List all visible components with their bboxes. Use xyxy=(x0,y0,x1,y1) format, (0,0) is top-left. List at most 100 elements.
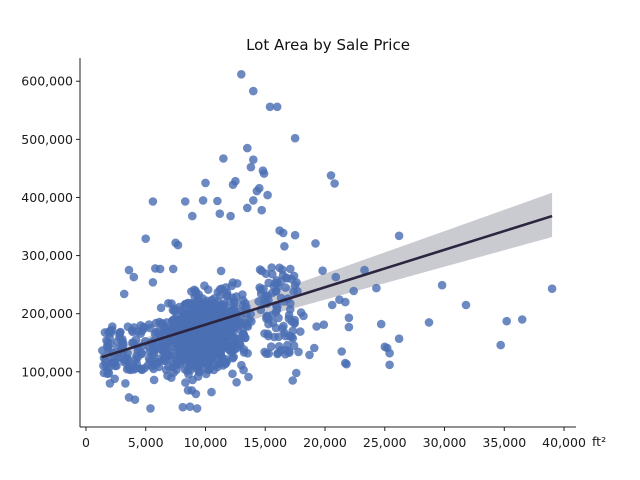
data-point xyxy=(153,359,162,368)
data-point xyxy=(344,313,354,323)
data-point xyxy=(187,355,197,365)
data-point xyxy=(312,322,321,331)
data-point xyxy=(249,196,258,205)
data-point xyxy=(116,327,125,337)
data-point xyxy=(547,284,557,294)
data-point xyxy=(294,347,303,357)
x-ticks: 0 5,000 10,000 15,000 20,000 25,000 30,000 35,0… xyxy=(82,427,586,450)
x-tick-label: 35,000 xyxy=(482,435,526,450)
data-point xyxy=(263,190,272,200)
data-point xyxy=(137,365,147,375)
data-point xyxy=(385,348,394,358)
data-point xyxy=(260,347,269,357)
data-point xyxy=(257,266,267,276)
data-point xyxy=(182,346,192,356)
x-tick-label: 30,000 xyxy=(423,435,467,450)
data-point xyxy=(330,179,339,188)
data-point xyxy=(278,228,288,238)
data-point xyxy=(187,313,197,323)
y-tick-label: 200,000 xyxy=(21,306,73,321)
data-point xyxy=(283,340,292,350)
data-point xyxy=(327,300,337,310)
data-point xyxy=(145,323,155,333)
data-point xyxy=(189,362,199,371)
data-point xyxy=(172,309,181,318)
data-point xyxy=(394,334,404,344)
y-tick-label: 600,000 xyxy=(21,74,73,89)
data-point xyxy=(331,272,341,282)
data-point xyxy=(183,386,193,395)
data-point xyxy=(267,263,277,272)
data-point xyxy=(265,102,275,112)
data-point xyxy=(244,315,254,325)
data-point xyxy=(155,264,165,274)
data-point xyxy=(263,329,273,339)
data-point xyxy=(273,282,283,292)
data-point xyxy=(517,315,527,324)
data-point xyxy=(286,299,295,308)
data-point xyxy=(232,292,241,301)
data-point xyxy=(172,359,182,369)
x-tick-label: 40,000 xyxy=(542,435,586,450)
data-point xyxy=(145,356,155,366)
data-point xyxy=(288,376,298,385)
data-point xyxy=(205,328,215,338)
x-axis-unit: ft² xyxy=(592,434,606,449)
y-tick-label: 100,000 xyxy=(21,364,73,379)
data-point xyxy=(160,352,170,362)
data-point xyxy=(228,180,238,189)
y-tick-label: 500,000 xyxy=(21,132,73,147)
data-point xyxy=(196,342,205,351)
data-point xyxy=(163,371,172,381)
data-point xyxy=(198,300,208,309)
data-point xyxy=(319,320,329,330)
data-point xyxy=(360,265,369,275)
data-point xyxy=(156,303,166,313)
x-tick-label: 10,000 xyxy=(184,435,228,450)
data-point xyxy=(118,335,127,344)
data-point xyxy=(281,273,291,283)
data-point xyxy=(104,327,113,337)
data-point xyxy=(203,285,213,295)
data-point xyxy=(243,203,252,213)
data-point xyxy=(290,318,299,328)
data-point xyxy=(178,313,187,323)
data-point xyxy=(169,318,179,328)
data-point xyxy=(209,294,219,303)
data-point xyxy=(185,402,195,412)
data-point xyxy=(226,211,235,221)
chart-title: Lot Area by Sale Price xyxy=(246,36,410,54)
data-point xyxy=(207,336,217,346)
data-point xyxy=(228,369,237,379)
data-point xyxy=(496,340,506,350)
data-point xyxy=(167,299,176,308)
data-point xyxy=(376,319,386,329)
data-point xyxy=(149,375,159,385)
data-point xyxy=(296,327,305,336)
data-point xyxy=(318,266,327,276)
data-point xyxy=(249,86,258,96)
data-point xyxy=(257,205,267,215)
data-point xyxy=(289,341,299,351)
data-point xyxy=(110,374,119,384)
data-point xyxy=(121,379,130,388)
data-point xyxy=(272,102,282,112)
data-point xyxy=(249,155,258,164)
data-point xyxy=(159,325,169,334)
data-point xyxy=(210,312,219,321)
data-point xyxy=(372,283,381,293)
data-point xyxy=(237,70,246,79)
data-point xyxy=(344,322,354,332)
data-point xyxy=(178,402,188,412)
data-point xyxy=(274,342,284,351)
data-point xyxy=(437,280,447,290)
data-point xyxy=(152,327,161,337)
data-point xyxy=(424,318,434,327)
data-point xyxy=(461,300,471,310)
x-tick-label: 20,000 xyxy=(303,435,347,450)
data-point xyxy=(122,354,132,364)
data-point xyxy=(128,327,137,337)
data-point xyxy=(215,209,225,218)
data-point xyxy=(326,171,336,180)
